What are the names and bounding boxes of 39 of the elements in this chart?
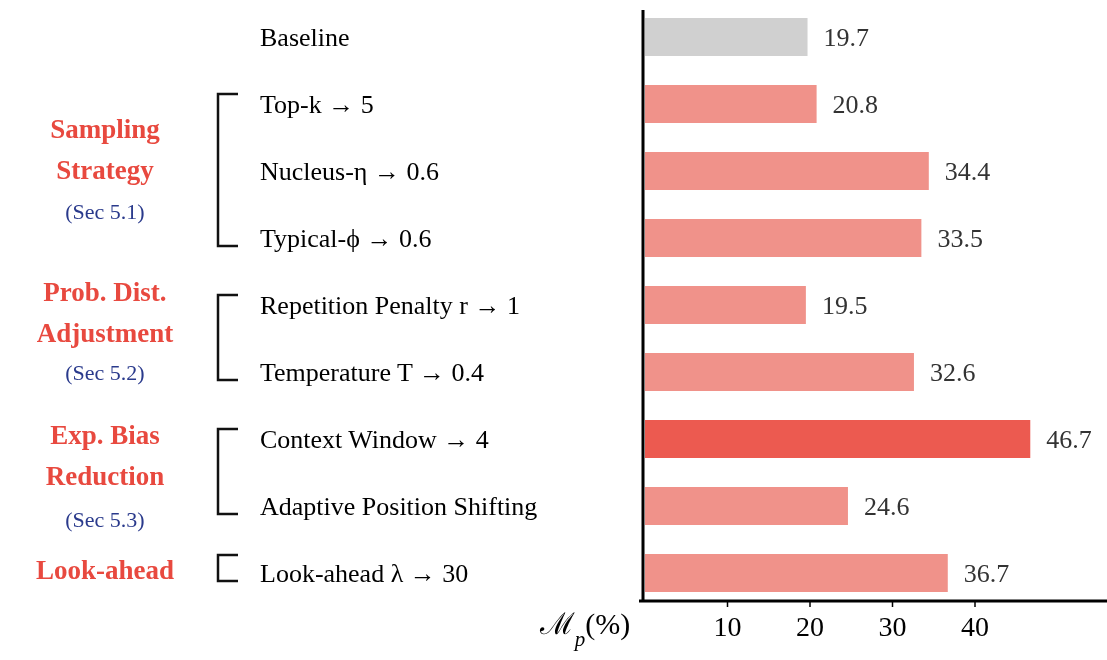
y-tick-label: Look-ahead λ → 30 — [260, 559, 469, 588]
data-label: 19.7 — [823, 23, 870, 52]
y-tick-label: Typical-ϕ → 0.6 — [260, 224, 432, 253]
bar — [645, 487, 848, 525]
text: (Sec 5.1) — [65, 199, 145, 225]
data-label: 32.6 — [929, 358, 976, 387]
y-tick-label: Temperature T → 0.4 — [260, 358, 484, 387]
x-tick-label: 30 — [878, 611, 907, 642]
data-label: 33.5 — [937, 224, 983, 253]
text: (Sec 5.3) — [65, 507, 145, 533]
bar — [645, 286, 806, 324]
data-label: 36.7 — [963, 559, 1010, 588]
y-tick-label: Repetition Penalty r → 1 — [260, 291, 520, 320]
x-tick-label: 20 — [796, 611, 824, 642]
text: Exp. Bias Reduction — [45, 420, 165, 492]
x-tick-label: 40 — [961, 611, 989, 642]
y-tick-label: Top-k → 5 — [260, 90, 374, 119]
bar — [645, 353, 914, 391]
bar — [645, 554, 948, 592]
data-label: 34.4 — [944, 157, 991, 186]
bar — [645, 18, 808, 56]
bar — [645, 420, 1031, 458]
data-label: 20.8 — [832, 90, 879, 119]
x-tick-label: 10 — [713, 611, 742, 642]
bar — [645, 152, 929, 190]
data-label: 46.7 — [1046, 425, 1092, 454]
y-tick-label: Context Window → 4 — [260, 425, 489, 454]
x-axis-title: ℳ$_{p}$(%) — [538, 607, 631, 651]
y-tick-label: Nucleus-η → 0.6 — [260, 157, 439, 186]
bar — [645, 219, 922, 257]
text: Prob. Dist. Adjustment — [36, 276, 174, 348]
text: Sampling Strategy — [50, 113, 161, 185]
text: Look-ahead — [35, 554, 175, 585]
y-tick-label: Baseline — [260, 23, 350, 52]
text: (Sec 5.2) — [65, 360, 145, 385]
data-label: 24.6 — [863, 492, 910, 521]
bar — [645, 85, 817, 123]
data-label: 19.5 — [821, 291, 868, 320]
y-tick-label: Adaptive Position Shifting — [260, 492, 538, 521]
